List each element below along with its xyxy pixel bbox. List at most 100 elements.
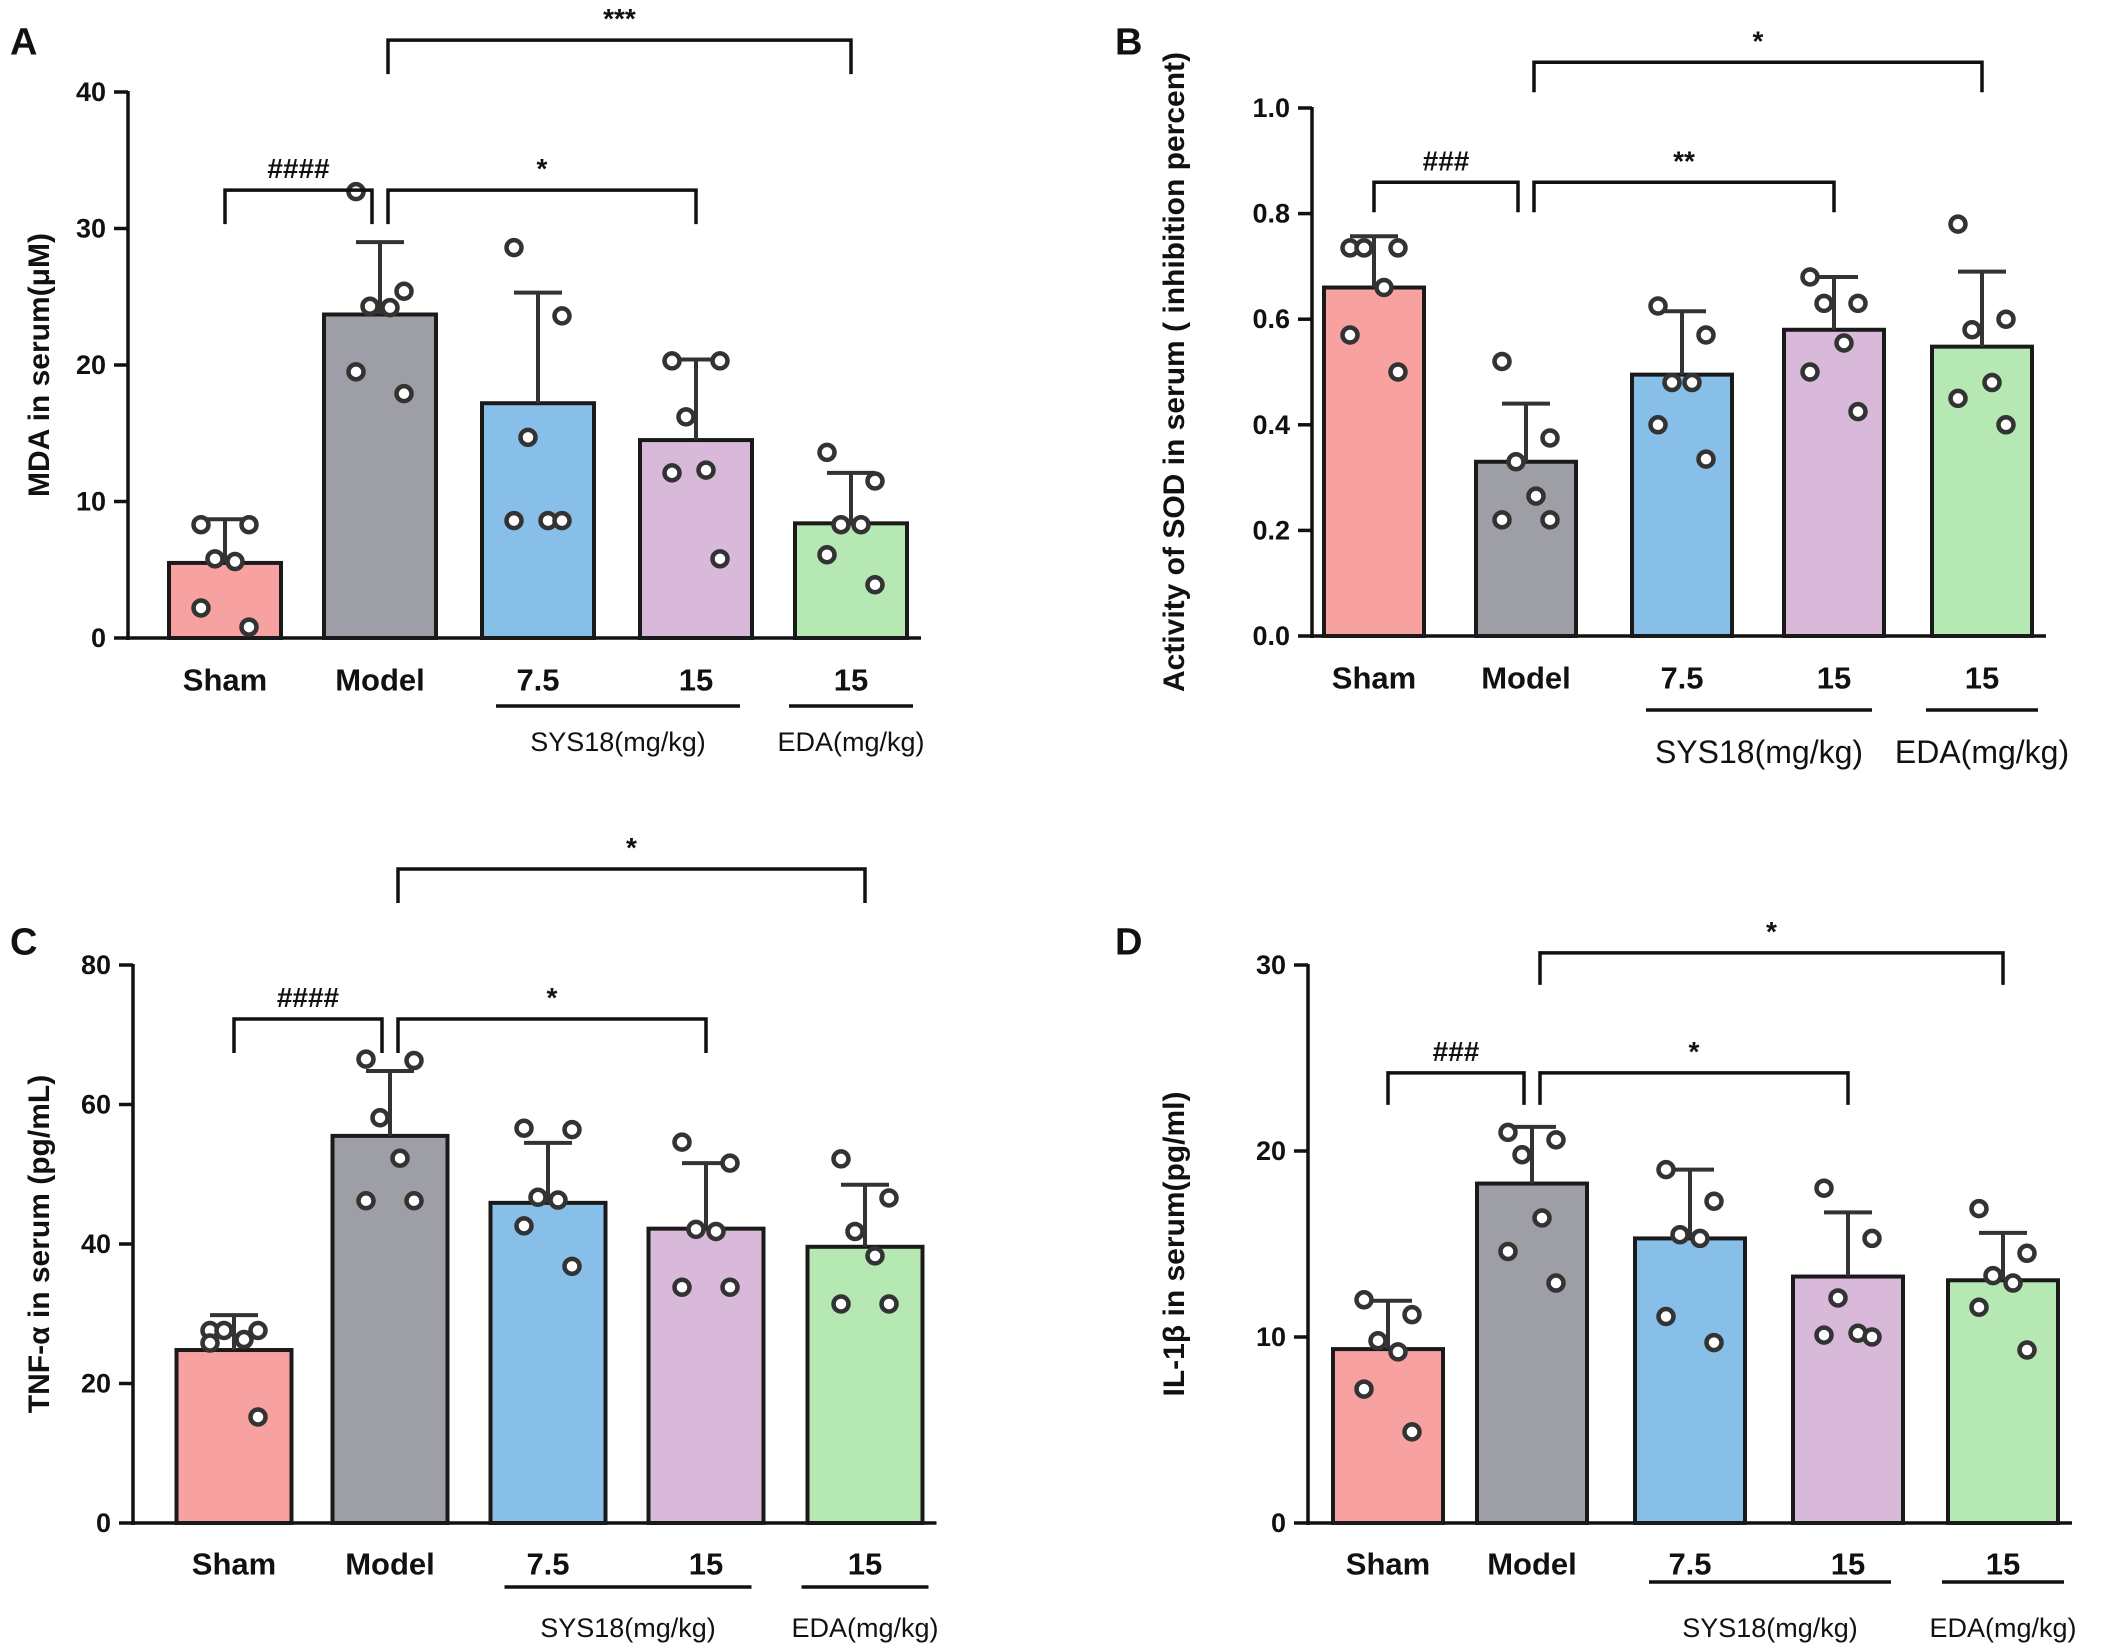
panel-b-point-2-0	[1648, 296, 1668, 316]
panel-c-category-1: Model	[345, 1547, 435, 1582]
panel-d-point-4-0	[1969, 1198, 1989, 1219]
panel-c-category-3: 15	[689, 1547, 723, 1582]
panel-c-group-label-1: EDA(mg/kg)	[791, 1613, 938, 1643]
panel-b-ytick-label-5: 1.0	[1252, 93, 1290, 123]
panel-b-ytick-label-1: 0.2	[1252, 515, 1290, 545]
panel-d-bracket-label-1: *	[1689, 1036, 1700, 1067]
panel-d-bracket-label-2: *	[1766, 916, 1777, 947]
panel-c-point-0-4	[200, 1333, 220, 1353]
panel-c-point-4-2	[845, 1221, 865, 1242]
panel-b-point-1-0	[1492, 351, 1512, 372]
panel-a-category-1: Model	[335, 663, 425, 698]
panel-d-letter: D	[1115, 921, 1142, 963]
panel-a-ytick-label-4: 40	[76, 77, 106, 107]
panel-d-point-0-5	[1402, 1422, 1422, 1442]
panel-b-point-4-5	[1996, 415, 2016, 435]
panel-b-point-0-2	[1354, 238, 1374, 258]
panel-d-point-0-1	[1402, 1304, 1422, 1325]
panel-a-category-2: 7.5	[516, 663, 559, 698]
panel-a-letter: A	[10, 21, 37, 63]
panel-d-category-0: Sham	[1346, 1547, 1430, 1582]
panel-b-category-2: 7.5	[1660, 661, 1703, 696]
panel-d-bracket-0	[1386, 1071, 1526, 1105]
panel-b-point-4-1	[1996, 309, 2016, 329]
panel-c-bar-0	[174, 1348, 294, 1526]
panel-b-point-1-2	[1506, 452, 1526, 472]
panel-b-point-4-4	[1948, 388, 1968, 409]
panel-a-point-3-4	[662, 463, 682, 483]
panel-a-ytick-label-3: 30	[76, 214, 106, 244]
panel-d-point-2-3	[1690, 1228, 1710, 1249]
panel-c-bracket-1	[396, 1017, 708, 1054]
panel-a-ytick-label-2: 20	[76, 350, 106, 380]
panel-b-point-1-1	[1540, 428, 1560, 448]
panel-a-point-2-2	[518, 427, 538, 448]
panel-c-bracket-label-1: *	[547, 982, 558, 1013]
panel-c-y-label: TNF-α in serum (pg/mL)	[23, 1075, 56, 1413]
panel-a-point-0-0	[191, 514, 211, 535]
panel-d-bracket-label-0: ###	[1433, 1036, 1480, 1067]
panel-c-category-0: Sham	[192, 1547, 276, 1582]
panel-b-ytick-label-3: 0.6	[1252, 304, 1290, 334]
panel-d-bracket-2	[1538, 951, 2005, 985]
panel-b-point-0-1	[1388, 238, 1408, 258]
panel-b-bracket-2	[1532, 60, 1984, 93]
panel-c-point-4-1	[879, 1188, 899, 1208]
panel-a-point-4-2	[831, 514, 851, 535]
panel-c-point-3-3	[706, 1221, 726, 1242]
panel-a-bar-2	[480, 401, 596, 640]
panel-c-point-2-2	[528, 1187, 548, 1208]
panel-d-point-3-1	[1862, 1228, 1882, 1249]
panel-b-point-1-5	[1540, 510, 1560, 530]
panel-d-point-2-0	[1656, 1159, 1676, 1180]
panel-a-point-3-1	[710, 351, 730, 371]
panel-d-point-0-0	[1354, 1290, 1374, 1310]
panel-d: D 0 10 20 30 IL-1β in serum(pg/ml) Sham Model 7.…	[1115, 916, 2077, 1643]
panel-c-point-4-0	[831, 1149, 851, 1169]
panel-d-ytick-label-3: 30	[1256, 950, 1286, 980]
panel-d-group-label-0: SYS18(mg/kg)	[1682, 1613, 1858, 1643]
panel-a-group-label-0: SYS18(mg/kg)	[530, 727, 706, 757]
panel-a-point-3-0	[662, 351, 682, 371]
panel-d-category-3: 15	[1831, 1547, 1865, 1582]
panel-b-bracket-0	[1372, 180, 1520, 213]
panel-c-point-4-4	[831, 1294, 851, 1314]
panel-c-point-1-1	[404, 1050, 424, 1071]
panel-d-ytick-label-0: 0	[1271, 1508, 1286, 1538]
panel-a-point-3-3	[696, 460, 716, 480]
panel-d-bar-0	[1331, 1347, 1445, 1525]
panel-d-point-1-0	[1498, 1122, 1518, 1143]
panel-c-point-2-3	[548, 1190, 568, 1210]
panel-b-category-3: 15	[1817, 661, 1851, 696]
panel-d-ytick-label-1: 10	[1256, 1322, 1286, 1352]
panel-a-point-1-2	[360, 296, 380, 317]
panel-a-y-label: MDA in serum(μM)	[23, 233, 56, 497]
panel-b: B 0.0 0.2 0.4 0.6 0.8 1.0 Activity of SOD in se…	[1115, 21, 2069, 770]
panel-c-bracket-2	[396, 867, 867, 904]
panel-c-point-3-1	[720, 1153, 740, 1173]
panel-d-point-1-3	[1532, 1208, 1552, 1228]
panel-a-point-0-4	[191, 598, 211, 618]
panel-c-ytick-label-1: 20	[81, 1369, 111, 1399]
panel-a-category-0: Sham	[183, 663, 267, 698]
panel-c-point-2-1	[562, 1119, 582, 1140]
panel-a-point-4-1	[865, 471, 885, 491]
panel-a-bar-1	[322, 312, 438, 640]
panel-b-point-0-4	[1340, 325, 1360, 345]
panel-a-point-2-0	[504, 237, 524, 258]
panel-b-bar-3	[1782, 327, 1886, 638]
panel-a-bar-0	[167, 560, 283, 640]
panel-a-bracket-0	[223, 188, 374, 225]
panel-a-bar-4	[793, 521, 909, 641]
panel-a-point-1-1	[394, 281, 414, 302]
panel-a-bracket-label-1: *	[537, 153, 548, 184]
panel-d-point-1-2	[1512, 1144, 1532, 1165]
panel-d-point-0-2	[1368, 1330, 1388, 1351]
panel-a-point-0-3	[225, 551, 245, 572]
panel-a-point-1-5	[394, 383, 414, 404]
panel-b-point-0-5	[1388, 362, 1408, 382]
panel-b-bracket-label-1: **	[1673, 145, 1695, 176]
panel-b-y-label: Activity of SOD in serum ( inhibition pe…	[1158, 52, 1191, 692]
panel-a-point-3-5	[710, 549, 730, 569]
